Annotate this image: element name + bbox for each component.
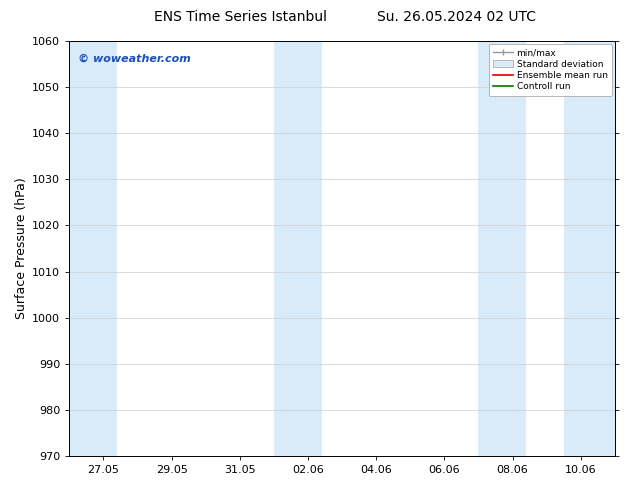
Bar [479,41,526,456]
Y-axis label: Surface Pressure (hPa): Surface Pressure (hPa) [15,178,28,319]
Text: Su. 26.05.2024 02 UTC: Su. 26.05.2024 02 UTC [377,10,536,24]
Text: © woweather.com: © woweather.com [77,53,190,64]
Bar [69,41,117,456]
Legend: min/max, Standard deviation, Ensemble mean run, Controll run: min/max, Standard deviation, Ensemble me… [489,44,612,96]
Bar [564,41,615,456]
Bar [274,41,321,456]
Text: ENS Time Series Istanbul: ENS Time Series Istanbul [155,10,327,24]
